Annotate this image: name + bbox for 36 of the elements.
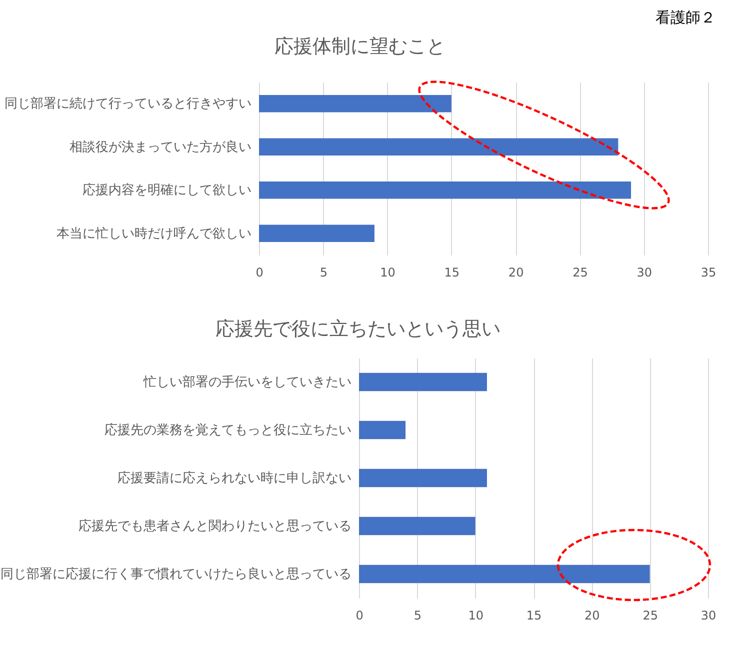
x-tick-label: 5: [414, 608, 422, 622]
chart-title: 応援先で役に立ちたいという思い: [215, 318, 500, 340]
bar: [359, 564, 650, 584]
x-tick-label: 0: [256, 266, 264, 280]
bar: [259, 181, 632, 199]
y-tick-label: 本当に忙しい時だけ呼んで欲しい: [56, 226, 252, 242]
text: 看護師２: [656, 8, 716, 26]
y-tick-label: 同じ部署に続けて行っていると行きやすい: [4, 96, 252, 112]
x-tick-label: 5: [320, 266, 328, 280]
x-tick-label: 20: [584, 608, 600, 622]
y-tick-label: 忙しい部署の手伝いをしていきたい: [142, 375, 352, 390]
y-tick-label: 同じ部署に応援に行く事で慣れていけたら良いと思っている: [0, 566, 352, 582]
x-tick-label: 30: [700, 608, 716, 622]
x-tick-label: 30: [636, 266, 652, 280]
chart-title: 応援体制に望むこと: [274, 35, 446, 58]
bar: [359, 372, 487, 392]
bar: [359, 420, 406, 440]
x-tick-label: 20: [508, 266, 524, 280]
y-tick-label: 応援先でも患者さんと関わりたいと思っている: [78, 518, 352, 534]
y-tick-label: 応援先の業務を覚えてもっと役に立ちたい: [104, 422, 352, 438]
x-tick-label: 10: [380, 266, 396, 280]
bar: [359, 468, 487, 488]
x-tick-label: 0: [356, 608, 364, 622]
bar: [259, 138, 618, 156]
x-tick-label: 10: [468, 608, 484, 622]
x-tick-label: 15: [444, 266, 460, 280]
y-tick-label: 相談役が決まっていた方が良い: [70, 138, 252, 155]
x-tick-label: 25: [572, 266, 588, 280]
y-tick-label: 応援内容を明確にして欲しい: [82, 182, 252, 198]
y-tick-label: 応援要請に応えられない時に申し訳ない: [118, 470, 352, 486]
bar: [259, 224, 374, 242]
x-tick-label: 25: [642, 608, 658, 622]
bar: [359, 516, 476, 536]
x-tick-label: 15: [526, 608, 542, 622]
x-tick-label: 35: [700, 266, 716, 280]
bar: [259, 94, 452, 112]
